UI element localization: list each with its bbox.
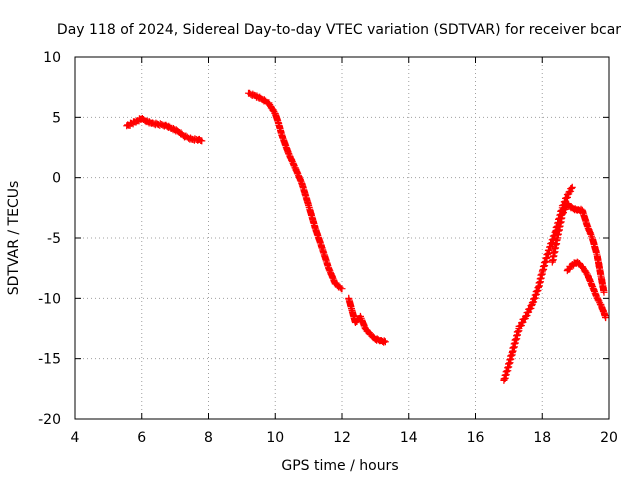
series-points bbox=[345, 294, 389, 346]
series-points bbox=[245, 89, 346, 293]
grid-lines bbox=[75, 57, 609, 419]
series-3 bbox=[345, 294, 389, 346]
y-tick-label: -20 bbox=[38, 412, 61, 428]
y-tick-label: 5 bbox=[52, 110, 61, 126]
x-axis-label: GPS time / hours bbox=[281, 458, 398, 474]
y-tick-label: -5 bbox=[47, 231, 61, 247]
x-tick-label: 20 bbox=[600, 430, 618, 446]
x-tick-label: 16 bbox=[467, 430, 485, 446]
x-tick-label: 6 bbox=[137, 430, 146, 446]
x-tick-label: 12 bbox=[333, 430, 351, 446]
y-axis-label: SDTVAR / TECUs bbox=[6, 181, 22, 296]
y-tick-label: -10 bbox=[38, 291, 61, 307]
series-points bbox=[123, 115, 206, 145]
x-tick-label: 4 bbox=[71, 430, 80, 446]
series-2 bbox=[245, 89, 346, 293]
y-tick-label: 10 bbox=[43, 50, 61, 66]
y-tick-label: 0 bbox=[52, 171, 61, 187]
x-tick-label: 8 bbox=[204, 430, 213, 446]
y-axis-ticks: -20 -15 -10 -5 0 5 10 bbox=[38, 50, 609, 428]
series-5 bbox=[548, 200, 608, 296]
x-tick-label: 10 bbox=[266, 430, 284, 446]
x-tick-label: 14 bbox=[400, 430, 418, 446]
x-tick-label: 18 bbox=[533, 430, 551, 446]
data-series bbox=[123, 89, 610, 384]
x-axis-ticks: 4 6 8 10 12 14 16 18 20 bbox=[71, 57, 618, 446]
chart-title: Day 118 of 2024, Sidereal Day-to-day VTE… bbox=[57, 22, 621, 38]
series-6 bbox=[563, 258, 610, 322]
y-tick-label: -15 bbox=[38, 352, 61, 368]
series-1 bbox=[123, 115, 206, 145]
